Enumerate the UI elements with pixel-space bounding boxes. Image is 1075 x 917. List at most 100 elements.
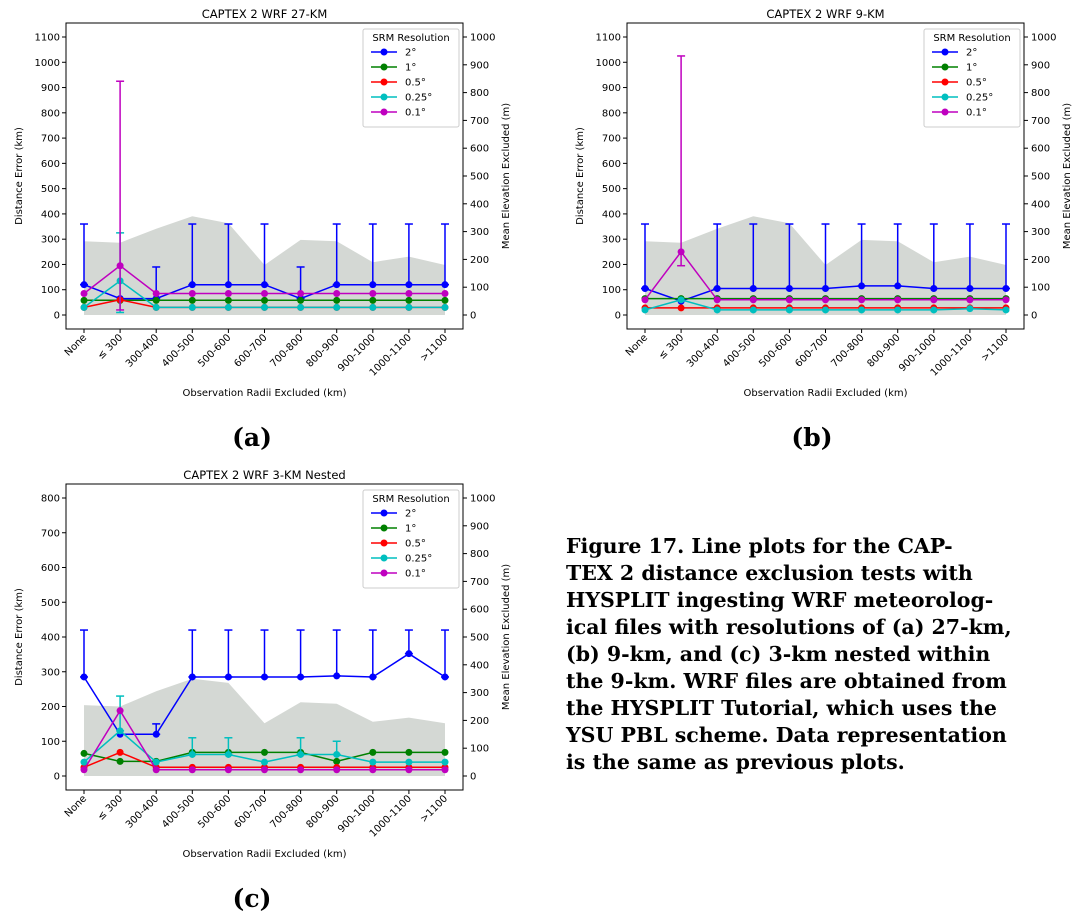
x-tick-label: >1100 — [979, 332, 1011, 364]
data-point — [441, 766, 449, 774]
x-tick-label: 800-900 — [304, 793, 341, 830]
data-point — [261, 766, 268, 774]
legend-label: 0.1° — [405, 108, 426, 119]
y2-tick-label: 200 — [1031, 255, 1050, 266]
y-tick-label: 500 — [602, 184, 621, 195]
legend-label: 0.5° — [405, 78, 426, 89]
y-tick-label: 400 — [41, 633, 60, 644]
data-point — [224, 303, 232, 311]
x-tick-label: ≤ 300 — [657, 332, 686, 361]
legend-label: 1° — [405, 524, 416, 535]
legend-swatch-marker — [380, 569, 388, 577]
data-point — [224, 750, 232, 758]
y2-tick-label: 700 — [1031, 116, 1050, 127]
caption-line: TEX 2 distance exclusion tests with — [566, 561, 973, 585]
caption-line: the HYSPLIT Tutorial, which uses the — [566, 696, 997, 720]
y2-tick-label: 400 — [470, 660, 489, 671]
x-tick-label: 800-900 — [865, 332, 902, 369]
y-tick-label: 0 — [615, 311, 621, 322]
data-point — [116, 757, 124, 765]
y-tick-label: 200 — [602, 260, 621, 271]
legend-label: 1° — [405, 63, 416, 74]
y-tick-label: 700 — [602, 134, 621, 145]
y-tick-label: 800 — [41, 494, 60, 505]
y-tick-label: 200 — [41, 260, 60, 271]
data-point — [405, 758, 413, 766]
legend-label: 2° — [405, 509, 416, 520]
data-point — [116, 707, 124, 715]
data-point — [749, 296, 757, 304]
data-point — [369, 290, 377, 298]
data-point — [369, 281, 377, 289]
caption-line: YSU PBL scheme. Data representation — [566, 723, 1007, 747]
data-point — [224, 296, 232, 304]
y2-axis-label: Mean Elevation Excluded (m) — [501, 564, 512, 710]
data-point — [858, 296, 866, 304]
x-tick-label: 300-400 — [124, 793, 161, 830]
data-point — [297, 673, 305, 681]
data-point — [333, 766, 341, 774]
chart-panel-b: 0 100 200 300 400 500 600 700 800 900 1000 1100 0 100… — [575, 7, 1073, 399]
x-tick-label: >1100 — [418, 332, 450, 364]
data-point — [333, 290, 341, 298]
data-point — [441, 296, 449, 304]
data-point — [369, 758, 377, 766]
data-point — [116, 727, 124, 735]
y-tick-label: 300 — [602, 235, 621, 246]
data-point — [894, 282, 902, 290]
legend-title: SRM Resolution — [933, 33, 1010, 44]
chart-panel-c: 0 100 200 300 400 500 600 700 800 0 100 200 300 400 50… — [14, 468, 512, 860]
data-point — [858, 282, 866, 290]
y2-tick-label: 700 — [470, 116, 489, 127]
data-point — [822, 284, 829, 292]
data-point — [441, 673, 449, 681]
y-tick-label: 800 — [41, 108, 60, 119]
chart-title: CAPTEX 2 WRF 3-KM Nested — [183, 468, 345, 482]
data-point — [641, 306, 649, 314]
y-tick-label: 1000 — [596, 58, 621, 69]
data-point — [441, 281, 449, 289]
elevation-area — [84, 678, 445, 776]
data-point — [297, 303, 305, 311]
data-point — [713, 284, 721, 292]
y-tick-label: 400 — [602, 209, 621, 220]
y-tick-label: 600 — [41, 563, 60, 574]
legend-swatch-marker — [941, 63, 949, 71]
x-tick-label: 500-600 — [757, 332, 794, 369]
data-point — [1002, 306, 1010, 314]
panel-label-c: (c) — [233, 884, 272, 913]
caption-line: HYSPLIT ingesting WRF meteorolog- — [566, 588, 994, 612]
data-point — [80, 303, 88, 311]
legend-swatch-marker — [941, 108, 949, 116]
data-point — [188, 673, 196, 681]
data-point — [261, 290, 268, 298]
legend-swatch-marker — [380, 78, 388, 86]
data-point — [930, 284, 938, 292]
data-point — [677, 304, 685, 312]
y2-tick-label: 100 — [1031, 283, 1050, 294]
data-point — [297, 290, 305, 298]
x-tick-label: 500-600 — [196, 793, 233, 830]
data-point — [152, 758, 160, 766]
data-point — [441, 290, 449, 298]
data-point — [894, 306, 902, 314]
y-tick-label: 700 — [41, 134, 60, 145]
x-tick-label: ≤ 300 — [96, 793, 125, 822]
data-point — [152, 296, 160, 304]
x-tick-label: 800-900 — [304, 332, 341, 369]
legend-swatch-marker — [380, 539, 388, 547]
y2-tick-label: 200 — [470, 716, 489, 727]
legend-swatch-marker — [941, 78, 949, 86]
data-point — [297, 750, 305, 758]
data-point — [188, 750, 196, 758]
x-tick-label: 300-400 — [685, 332, 722, 369]
x-axis-label: Observation Radii Excluded (km) — [182, 388, 346, 399]
data-point — [405, 303, 413, 311]
data-point — [677, 296, 685, 304]
data-point — [1002, 284, 1010, 292]
figure-caption: Figure 17. Line plots for the CAP- TEX 2… — [566, 533, 1071, 776]
y2-tick-label: 0 — [1031, 311, 1037, 322]
y-tick-label: 200 — [41, 702, 60, 713]
y-tick-label: 100 — [602, 285, 621, 296]
data-point — [333, 296, 341, 304]
